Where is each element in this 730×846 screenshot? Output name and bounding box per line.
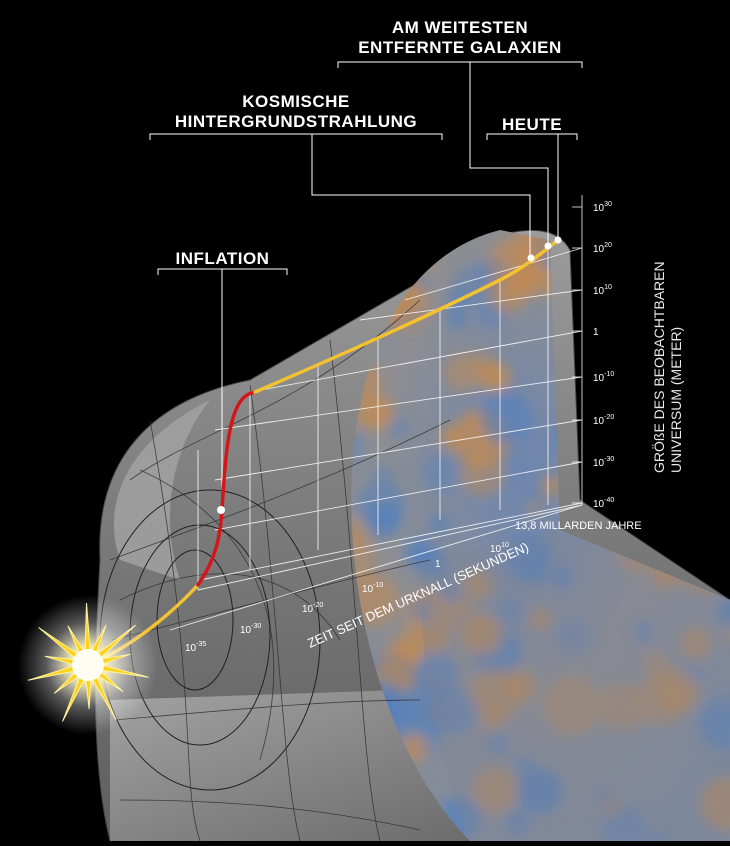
x-end-label: 13,8 MILLARDEN JAHRE: [515, 520, 642, 532]
svg-text:UNIVERSUM (METER): UNIVERSUM (METER): [668, 327, 684, 473]
cmb-callout-line2: HINTERGRUNDSTRAHLUNG: [150, 112, 442, 132]
today-bracket: [487, 134, 577, 140]
cmb-bracket: [150, 134, 442, 140]
cmb-marker: [528, 255, 535, 262]
y-tick-label: 10-20: [593, 414, 614, 427]
inflation-marker: [217, 506, 225, 514]
y-tick-label: 10-30: [593, 456, 614, 469]
cmb-callout: KOSMISCHE HINTERGRUNDSTRAHLUNG: [150, 92, 442, 131]
galaxies-bracket: [338, 62, 582, 68]
x-tick-label: 1: [435, 559, 441, 570]
y-axis-label: GRÖßE DES BEOBACHTBAREN UNIVERSUM (METER…: [650, 261, 684, 473]
galaxies-leader: [470, 62, 548, 244]
y-tick-label: 1010: [593, 284, 612, 297]
today-marker: [555, 237, 562, 244]
y-tick-label: 10-40: [593, 497, 614, 510]
cmb-callout-line1: KOSMISCHE: [150, 92, 442, 112]
today-callout-label: HEUTE: [487, 115, 577, 135]
big-bang-icon: [18, 595, 158, 735]
y-tick-label: 10-10: [593, 371, 614, 384]
galaxies-callout: AM WEITESTEN ENTFERNTE GALAXIEN: [338, 18, 582, 57]
galaxies-callout-line2: ENTFERNTE GALAXIEN: [338, 38, 582, 58]
y-tick-label: 1020: [593, 242, 612, 255]
y-tick-label: 1030: [593, 201, 612, 214]
galaxies-callout-line1: AM WEITESTEN: [338, 18, 582, 38]
y-tick-label: 1: [593, 327, 599, 338]
inflation-callout-label: INFLATION: [158, 249, 287, 269]
svg-text:GRÖßE DES BEOBACHTBAREN: GRÖßE DES BEOBACHTBAREN: [650, 261, 667, 473]
today-callout: HEUTE: [487, 115, 577, 135]
inflation-callout: INFLATION: [158, 249, 287, 269]
y-axis-ticks: 1030 1020 1010 1 10-10 10-20 10-30 10-40: [593, 201, 614, 510]
galaxies-marker: [545, 243, 552, 250]
